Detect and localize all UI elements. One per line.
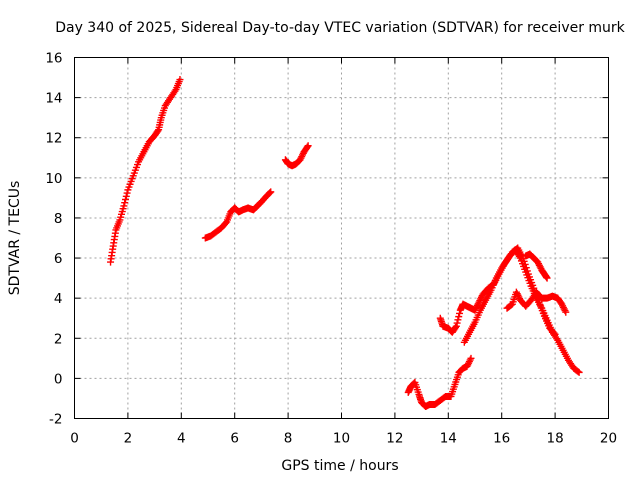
- series-segment-4: [404, 354, 475, 410]
- data-point: [473, 301, 481, 309]
- y-tick-label: 10: [45, 171, 62, 187]
- data-point: [515, 293, 523, 301]
- data-points: [107, 76, 583, 410]
- data-point: [466, 356, 474, 364]
- data-point: [304, 142, 312, 150]
- data-point: [476, 297, 484, 305]
- data-point: [463, 362, 471, 370]
- y-tick-label: 2: [54, 331, 63, 347]
- data-point: [574, 368, 582, 376]
- data-point: [550, 329, 558, 337]
- data-point: [454, 316, 462, 324]
- data-point: [265, 189, 273, 197]
- data-point: [267, 188, 275, 196]
- y-tick-label: 4: [54, 291, 63, 307]
- data-point: [543, 274, 551, 282]
- data-point: [465, 358, 473, 366]
- y-tick-label: 14: [45, 91, 62, 107]
- data-point: [122, 192, 130, 200]
- y-tick-label: 12: [45, 131, 62, 147]
- grid: [74, 57, 609, 419]
- data-point: [465, 359, 473, 367]
- y-tick-label: 6: [54, 251, 63, 267]
- x-tick-label: 16: [493, 431, 510, 447]
- data-point: [266, 189, 274, 197]
- y-tick-label: -2: [49, 412, 62, 428]
- data-point: [562, 308, 570, 316]
- data-point: [121, 199, 129, 207]
- data-point: [456, 309, 464, 317]
- x-tick-label: 20: [600, 431, 617, 447]
- series-segment-8: [522, 250, 551, 282]
- data-point: [512, 288, 520, 296]
- data-point: [154, 127, 162, 135]
- data-point: [452, 322, 460, 330]
- data-point: [477, 293, 485, 301]
- series-segment-7: [503, 288, 570, 316]
- x-tick-label: 8: [284, 431, 293, 447]
- data-point: [559, 303, 567, 311]
- data-point: [553, 335, 561, 343]
- data-point: [523, 267, 531, 275]
- data-point: [455, 313, 463, 321]
- data-point: [171, 87, 179, 95]
- x-tick-label: 14: [440, 431, 457, 447]
- data-point: [551, 330, 559, 338]
- axis-ticks: 0 2 4 6 8 10 12 14 16 18 20 -2 0 2 4 6 8 10 12 14 16: [45, 51, 617, 447]
- data-point: [473, 303, 481, 311]
- data-point: [514, 291, 522, 299]
- data-point: [120, 202, 128, 210]
- x-tick-label: 6: [230, 431, 239, 447]
- series-segment-2: [201, 188, 275, 242]
- y-tick-label: 16: [45, 51, 62, 67]
- data-point: [534, 258, 542, 266]
- series-segment-1: [107, 76, 184, 266]
- series-segment-5: [436, 246, 583, 376]
- data-point: [522, 264, 530, 272]
- data-point: [467, 354, 475, 362]
- data-point: [452, 323, 460, 331]
- x-axis-label: GPS time / hours: [281, 458, 398, 474]
- plot-frame: [74, 57, 609, 419]
- x-tick-label: 4: [177, 431, 186, 447]
- y-axis-label: SDTVAR / TECUs: [7, 181, 23, 296]
- data-point: [575, 368, 583, 376]
- data-point: [297, 154, 305, 162]
- data-point: [299, 151, 307, 159]
- data-point: [176, 76, 184, 84]
- data-point: [296, 156, 304, 164]
- data-point: [521, 260, 529, 268]
- data-point: [410, 379, 418, 387]
- data-point: [560, 305, 568, 313]
- data-point: [464, 361, 472, 369]
- data-point: [123, 189, 131, 197]
- data-point: [520, 257, 528, 265]
- data-point: [558, 300, 566, 308]
- data-point: [535, 261, 543, 269]
- series-segment-6: [460, 244, 559, 346]
- x-tick-label: 2: [124, 431, 133, 447]
- data-point: [561, 307, 569, 315]
- chart-title: Day 340 of 2025, Sidereal Day-to-day VTE…: [55, 20, 625, 36]
- y-tick-label: 8: [54, 211, 63, 227]
- data-point: [303, 143, 311, 151]
- series-segment-3: [281, 142, 312, 170]
- data-point: [513, 290, 521, 298]
- data-point: [535, 260, 543, 268]
- data-point: [536, 263, 544, 271]
- x-tick-label: 18: [547, 431, 564, 447]
- data-point: [453, 319, 461, 327]
- x-tick-label: 10: [333, 431, 350, 447]
- data-point: [298, 153, 306, 161]
- data-point: [559, 302, 567, 310]
- data-point: [121, 195, 129, 203]
- y-tick-label: 0: [54, 371, 63, 387]
- x-tick-label: 12: [386, 431, 403, 447]
- x-tick-label: 0: [70, 431, 79, 447]
- data-point: [477, 295, 485, 303]
